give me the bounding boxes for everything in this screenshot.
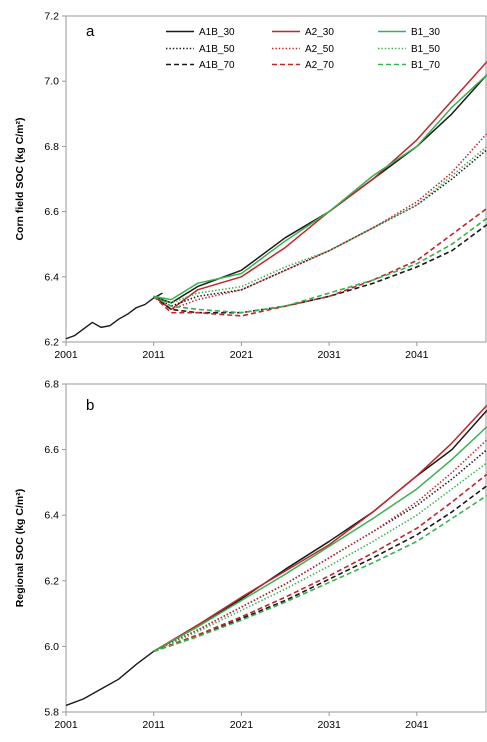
y-tick-label: 6.2 — [44, 337, 59, 349]
legend-label: B1_70 — [411, 60, 440, 71]
series-line-b1-30 — [153, 426, 487, 652]
x-tick-label: 2031 — [317, 349, 341, 361]
y-tick-label: 6.4 — [44, 510, 59, 522]
panel-b-chart: 5.8 6.0 6.2 6.4 6.6 6.8 2001 2011 2021 2031 2041 Re… — [14, 379, 487, 731]
panel-label: a — [86, 23, 95, 40]
series-line-a2-30 — [153, 61, 487, 311]
legend-label: A1B_30 — [199, 27, 235, 38]
y-tick-label: 6.0 — [44, 641, 59, 653]
x-tick-label: 2011 — [142, 349, 165, 361]
panel-label: b — [86, 397, 94, 414]
plot-frame — [65, 383, 487, 713]
series-line-b1-50 — [153, 145, 487, 304]
y-axis-title: Corn field SOC (kg C/m²) — [14, 117, 26, 240]
x-tick-label: 2041 — [405, 719, 429, 731]
y-axis-title: Regional SOC (kg C/m²) — [14, 489, 26, 607]
legend-label: A1B_50 — [199, 44, 235, 55]
series-line-a2-70 — [153, 207, 487, 317]
series-line-b1-70 — [153, 217, 487, 314]
y-tick-label: 6.4 — [44, 271, 59, 283]
legend-label: B1_50 — [411, 44, 440, 55]
x-tick-label: 2041 — [405, 349, 429, 361]
y-tick-label: 6.8 — [44, 141, 59, 153]
series-line-a1b-30 — [153, 409, 487, 652]
y-tick-label: 6.8 — [44, 379, 59, 391]
y-tick-label: 6.2 — [44, 575, 59, 587]
y-tick-label: 7.2 — [44, 11, 59, 23]
series-line-b1-70 — [153, 494, 487, 653]
series-line-b1-50 — [153, 462, 487, 653]
series-line-a1b-70 — [153, 485, 487, 653]
legend-label: B1_30 — [411, 27, 440, 38]
legend-label: A1B_70 — [199, 60, 235, 71]
x-tick-label: 2031 — [317, 719, 341, 731]
panel-a-chart: 6.2 6.4 6.6 6.8 7.0 7.2 2001 2011 2021 2031 2041 Co… — [14, 11, 487, 361]
y-tick-label: 6.6 — [44, 206, 59, 218]
x-tick-label: 2021 — [230, 719, 254, 731]
historical-line — [65, 292, 163, 340]
series-line-a1b-30 — [153, 74, 487, 304]
x-tick-label: 2011 — [142, 719, 165, 731]
series-line-a2-50 — [153, 132, 487, 311]
legend-label: A2_50 — [305, 44, 334, 55]
series-line-a1b-70 — [153, 223, 487, 314]
x-tick-label: 2021 — [230, 349, 254, 361]
legend-label: A2_70 — [305, 60, 334, 71]
historical-line — [65, 650, 155, 707]
series-line-b1-30 — [153, 74, 487, 301]
plot-frame — [65, 15, 487, 343]
x-tick-label: 2001 — [54, 719, 78, 731]
y-tick-label: 6.6 — [44, 444, 59, 456]
y-tick-label: 5.8 — [44, 707, 59, 719]
series-line-a2-30 — [153, 404, 487, 652]
series-line-a2-70 — [153, 473, 487, 653]
series-line-a2-50 — [153, 439, 487, 653]
legend-label: A2_30 — [305, 27, 334, 38]
x-tick-label: 2001 — [54, 349, 78, 361]
y-tick-label: 7.0 — [44, 76, 59, 88]
